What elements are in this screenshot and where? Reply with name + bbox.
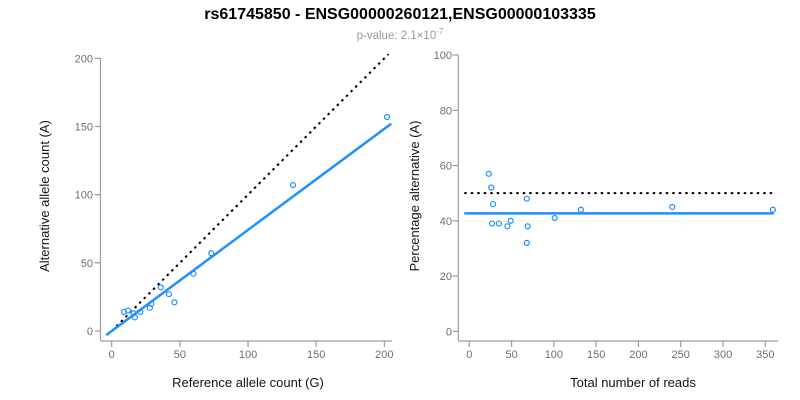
left-y-axis-title: Alternative allele count (A) bbox=[37, 120, 52, 272]
data-point bbox=[489, 220, 496, 227]
y-tick-label: 200 bbox=[75, 53, 93, 65]
x-tick-label: 50 bbox=[174, 349, 186, 361]
x-tick-label: 200 bbox=[629, 349, 647, 361]
data-point bbox=[523, 195, 530, 202]
data-point bbox=[208, 250, 215, 257]
y-tick-label: 40 bbox=[440, 216, 452, 228]
figure-title: rs61745850 - ENSG00000260121,ENSG0000010… bbox=[204, 6, 596, 23]
right-y-axis-title: Percentage alternative (A) bbox=[407, 120, 422, 271]
identity-line bbox=[110, 53, 390, 332]
y-tick-label: 60 bbox=[440, 161, 452, 173]
data-point bbox=[504, 223, 511, 230]
data-point bbox=[289, 182, 297, 189]
x-tick-label: 250 bbox=[672, 349, 690, 361]
y-tick-label: 80 bbox=[440, 105, 452, 117]
data-point bbox=[190, 270, 197, 277]
data-point bbox=[523, 239, 530, 246]
x-tick-label: 100 bbox=[545, 349, 563, 361]
data-point bbox=[148, 300, 155, 307]
x-tick-label: 50 bbox=[505, 349, 517, 361]
x-tick-label: 0 bbox=[109, 349, 115, 361]
data-point bbox=[524, 223, 531, 230]
data-point bbox=[124, 307, 132, 314]
y-tick-label: 20 bbox=[440, 271, 452, 283]
x-tick-label: 200 bbox=[375, 349, 393, 361]
data-point bbox=[489, 201, 497, 208]
data-point bbox=[131, 314, 138, 321]
x-tick-label: 300 bbox=[714, 349, 732, 361]
data-point bbox=[769, 206, 777, 213]
y-tick-label: 50 bbox=[81, 258, 93, 270]
fit-line bbox=[105, 122, 392, 337]
data-point bbox=[507, 217, 514, 224]
x-tick-label: 350 bbox=[756, 349, 774, 361]
data-point bbox=[669, 203, 676, 211]
data-point bbox=[171, 299, 178, 306]
y-tick-label: 0 bbox=[87, 326, 93, 338]
left-scatter-plot: 0 50 100 150 200 0 50 100 150 200 bbox=[75, 53, 394, 361]
figure-subtitle: p-value: 2.1×10-7 bbox=[0, 27, 800, 42]
right-x-axis-title: Total number of reads bbox=[570, 375, 696, 390]
data-point bbox=[495, 220, 502, 227]
data-point bbox=[157, 284, 164, 291]
x-tick-label: 150 bbox=[587, 349, 605, 361]
x-tick-label: 100 bbox=[239, 349, 257, 361]
data-point bbox=[137, 308, 144, 316]
data-point bbox=[551, 214, 558, 222]
data-point bbox=[383, 113, 391, 121]
y-tick-label: 150 bbox=[75, 121, 93, 133]
data-point bbox=[488, 184, 495, 191]
left-x-axis-title: Reference allele count (G) bbox=[172, 375, 324, 390]
y-tick-label: 100 bbox=[434, 50, 452, 62]
y-tick-label: 100 bbox=[75, 190, 93, 202]
right-scatter-plot: 0 50 100 150 200 250 300 350 0 20 40 60 80 100 bbox=[434, 50, 778, 361]
data-point bbox=[485, 170, 492, 177]
x-tick-label: 0 bbox=[466, 349, 472, 361]
data-point bbox=[165, 291, 173, 298]
y-tick-label: 0 bbox=[446, 326, 452, 338]
p-value-exponent: -7 bbox=[436, 27, 444, 36]
p-value-text: p-value: 2.1×10 bbox=[356, 29, 437, 42]
data-point bbox=[577, 206, 585, 213]
x-tick-label: 150 bbox=[307, 349, 325, 361]
